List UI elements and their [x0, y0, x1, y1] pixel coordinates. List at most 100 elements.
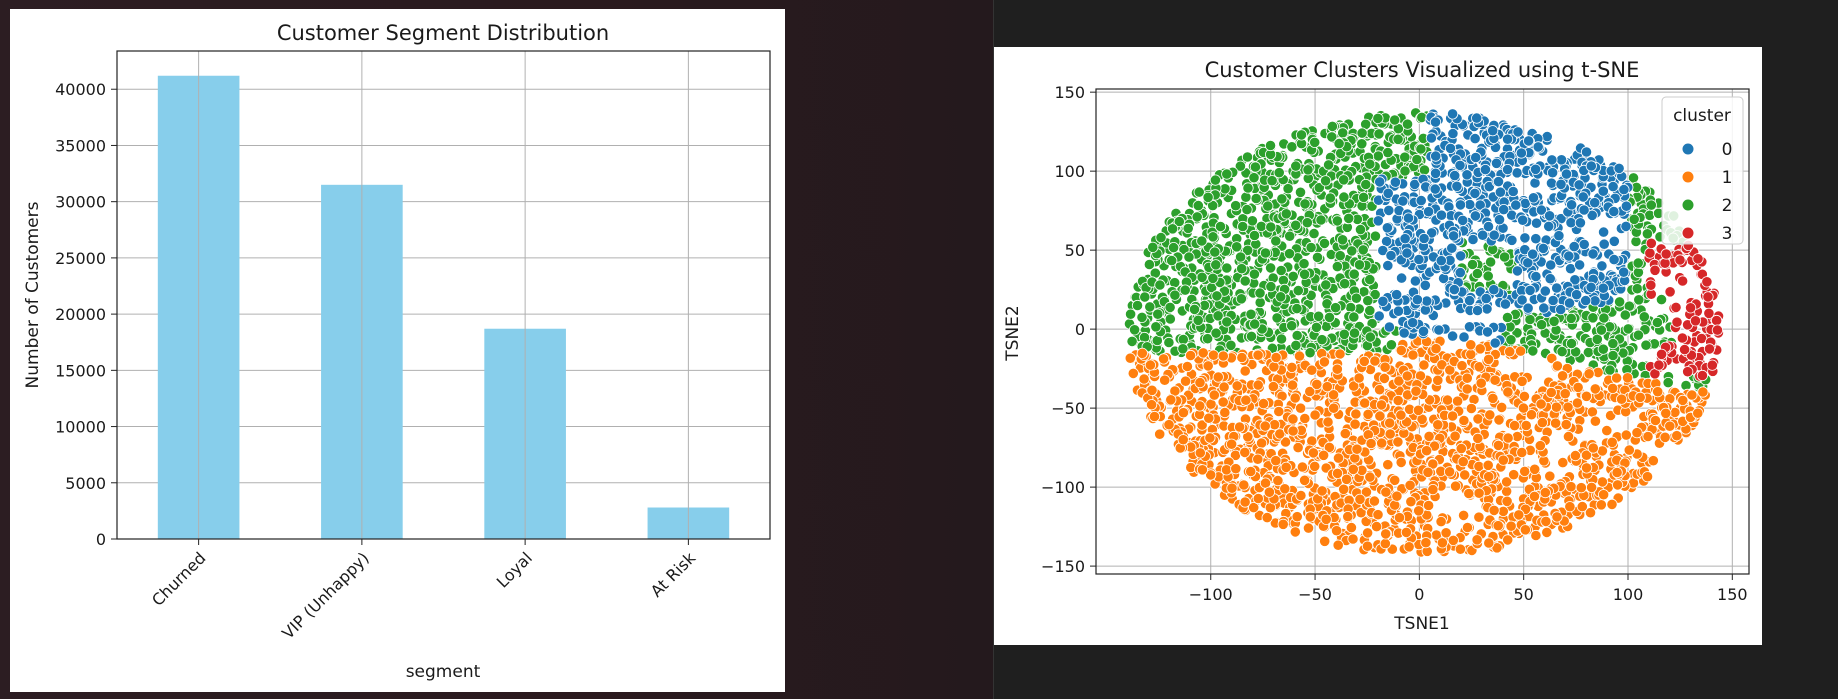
scatter-point-cluster-2 — [1182, 222, 1194, 234]
scatter-point-cluster-2 — [1196, 271, 1208, 283]
scatter-point-cluster-2 — [1524, 313, 1536, 326]
scatter-point-cluster-0 — [1586, 209, 1598, 221]
scatter-point-cluster-1 — [1403, 541, 1415, 553]
scatter-point-cluster-1 — [1418, 359, 1430, 371]
scatter-point-cluster-3 — [1676, 332, 1689, 344]
scatter-point-cluster-1 — [1410, 385, 1422, 397]
scatter-point-cluster-0 — [1464, 198, 1476, 211]
scatter-point-cluster-1 — [1273, 405, 1285, 418]
scatter-point-cluster-2 — [1498, 251, 1511, 263]
scatter-point-cluster-2 — [1248, 172, 1260, 184]
scatter-point-cluster-0 — [1493, 214, 1506, 226]
scatter-point-cluster-2 — [1632, 329, 1645, 341]
scatter-point-cluster-1 — [1194, 447, 1206, 459]
scatter-point-cluster-2 — [1179, 284, 1191, 296]
scatter-point-cluster-0 — [1373, 310, 1385, 322]
scatter-point-cluster-1 — [1268, 361, 1280, 373]
scatter-point-cluster-2 — [1287, 270, 1299, 282]
scatter-point-cluster-1 — [1502, 386, 1514, 398]
scatter-x-axis-label: TSNE1 — [1393, 614, 1449, 634]
scatter-point-cluster-1 — [1252, 453, 1264, 465]
scatter-point-cluster-1 — [1299, 412, 1311, 425]
scatter-point-cluster-1 — [1642, 430, 1654, 443]
scatter-point-cluster-2 — [1273, 167, 1285, 179]
scatter-point-cluster-2 — [1318, 237, 1331, 249]
scatter-point-cluster-0 — [1383, 204, 1395, 216]
scatter-point-cluster-1 — [1420, 537, 1432, 549]
scatter-point-cluster-2 — [1192, 200, 1204, 212]
scatter-point-cluster-2 — [1411, 153, 1423, 166]
scatter-point-cluster-2 — [1366, 317, 1378, 330]
scatter-point-cluster-0 — [1401, 247, 1413, 259]
scatter-point-cluster-1 — [1449, 430, 1461, 442]
scatter-point-cluster-2 — [1348, 268, 1360, 280]
scatter-point-cluster-1 — [1611, 479, 1624, 491]
scatter-point-cluster-2 — [1304, 347, 1316, 359]
scatter-point-cluster-0 — [1547, 294, 1559, 307]
scatter-point-cluster-2 — [1298, 268, 1311, 280]
scatter-point-cluster-1 — [1311, 378, 1323, 390]
scatter-point-cluster-2 — [1270, 235, 1282, 247]
scatter-point-cluster-1 — [1338, 483, 1350, 495]
scatter-point-cluster-0 — [1487, 125, 1499, 137]
scatter-point-cluster-1 — [1557, 456, 1569, 469]
scatter-point-cluster-1 — [1242, 431, 1254, 443]
legend-marker-cluster-2 — [1681, 198, 1695, 212]
scatter-point-cluster-2 — [1245, 308, 1257, 320]
scatter-point-cluster-0 — [1538, 302, 1550, 314]
scatter-point-cluster-2 — [1548, 315, 1560, 327]
scatter-point-cluster-1 — [1430, 343, 1442, 355]
scatter-point-cluster-1 — [1220, 464, 1233, 476]
scatter-point-cluster-1 — [1483, 537, 1495, 549]
scatter-point-cluster-1 — [1697, 386, 1709, 398]
scatter-point-cluster-2 — [1591, 333, 1603, 345]
scatter-point-cluster-1 — [1634, 391, 1646, 403]
scatter-point-cluster-0 — [1467, 233, 1479, 246]
scatter-point-cluster-2 — [1147, 241, 1159, 253]
scatter-point-cluster-1 — [1529, 463, 1541, 475]
legend-label-cluster-2: 2 — [1722, 196, 1733, 216]
scatter-point-cluster-1 — [1407, 349, 1419, 361]
scatter-point-cluster-2 — [1242, 182, 1254, 194]
scatter-point-cluster-1 — [1270, 351, 1282, 364]
scatter-point-cluster-2 — [1356, 138, 1368, 150]
scatter-point-cluster-2 — [1401, 118, 1414, 130]
scatter-point-cluster-1 — [1562, 430, 1575, 443]
scatter-y-tick-label: −50 — [1051, 399, 1085, 418]
scatter-point-cluster-1 — [1541, 526, 1553, 538]
scatter-point-cluster-0 — [1463, 295, 1476, 307]
scatter-point-cluster-1 — [1180, 375, 1192, 387]
scatter-point-cluster-2 — [1131, 299, 1144, 312]
scatter-point-cluster-2 — [1334, 250, 1346, 262]
scatter-point-cluster-1 — [1473, 361, 1485, 373]
scatter-point-cluster-2 — [1240, 191, 1252, 203]
scatter-point-cluster-2 — [1527, 345, 1539, 357]
bar-chart-y-ticks: 0 5000 10000 15000 20000 25000 30000 35000 40000 — [55, 80, 117, 549]
scatter-point-cluster-2 — [1313, 182, 1325, 194]
scatter-point-cluster-2 — [1214, 220, 1227, 233]
scatter-point-cluster-1 — [1217, 396, 1229, 408]
scatter-point-cluster-0 — [1608, 254, 1620, 266]
scatter-point-cluster-0 — [1580, 295, 1592, 307]
scatter-point-cluster-2 — [1630, 235, 1642, 248]
scatter-point-cluster-1 — [1436, 537, 1448, 549]
bar-y-tick-label: 40000 — [55, 80, 106, 99]
scatter-point-cluster-0 — [1425, 132, 1437, 144]
scatter-point-cluster-1 — [1144, 359, 1156, 371]
scatter-point-cluster-1 — [1413, 505, 1425, 517]
scatter-point-cluster-0 — [1411, 294, 1423, 306]
scatter-point-cluster-1 — [1354, 493, 1366, 505]
scatter-point-cluster-1 — [1564, 501, 1576, 513]
scatter-point-cluster-0 — [1492, 176, 1505, 188]
scatter-point-cluster-3 — [1702, 291, 1714, 303]
scatter-y-tick-label: 100 — [1054, 162, 1085, 181]
scatter-point-cluster-1 — [1395, 409, 1407, 421]
scatter-point-cluster-0 — [1527, 248, 1539, 260]
scatter-point-cluster-2 — [1209, 246, 1221, 258]
scatter-point-cluster-2 — [1246, 215, 1258, 227]
scatter-point-cluster-1 — [1589, 383, 1601, 395]
scatter-point-cluster-1 — [1458, 414, 1470, 427]
scatter-point-cluster-1 — [1544, 470, 1556, 482]
scatter-point-cluster-1 — [1279, 436, 1292, 448]
scatter-point-cluster-1 — [1497, 454, 1509, 466]
